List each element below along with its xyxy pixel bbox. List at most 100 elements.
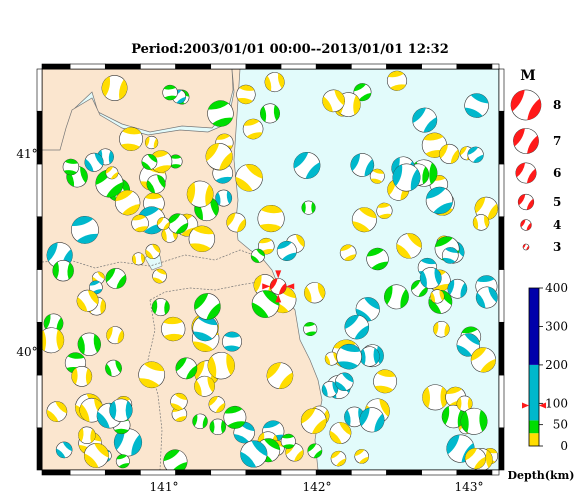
frame-tick-left	[36, 68, 43, 112]
magnitude-legend-label-3: 3	[553, 240, 561, 254]
frame-tick-right	[498, 374, 505, 429]
focal-mechanism	[322, 89, 345, 113]
magnitude-legend: 8 7 6 5 4 3	[510, 89, 561, 254]
focal-mechanism	[419, 267, 442, 289]
focal-mechanism	[240, 440, 268, 468]
focal-mechanism	[329, 422, 352, 444]
focal-mechanism	[170, 392, 188, 411]
focal-mechanism	[464, 447, 487, 470]
frame-tick-bottom	[69, 469, 106, 476]
focal-mechanism	[335, 372, 354, 392]
depth-tick-label-50: 50	[553, 418, 568, 432]
focal-mechanism	[71, 365, 93, 387]
depth-scale-label: Depth(km)	[508, 469, 575, 482]
focal-mechanism	[304, 282, 326, 304]
focal-mechanism	[83, 442, 109, 468]
focal-mechanism	[369, 168, 385, 184]
focal-mechanism	[354, 449, 369, 464]
focal-mechanism	[264, 72, 285, 93]
magnitude-legend-ball-6	[515, 162, 537, 184]
frame-tick-bottom	[456, 469, 493, 476]
focal-mechanism	[78, 426, 96, 445]
magnitude-legend-ball-8	[510, 89, 542, 121]
focal-mechanism	[141, 154, 158, 170]
frame-tick-top	[175, 63, 212, 70]
focal-mechanism	[194, 375, 215, 397]
focal-mechanism	[71, 215, 99, 244]
focal-mechanism	[149, 150, 173, 173]
magnitude-legend-label-6: 6	[553, 166, 561, 180]
depth-scale: 400 300 200 100 50 0	[522, 281, 568, 453]
focal-mechanism	[355, 297, 380, 322]
focal-mechanism	[439, 143, 460, 164]
frame-tick-right	[498, 321, 505, 376]
focal-mechanism	[52, 259, 74, 282]
frame-tick-right	[498, 427, 505, 471]
frame-tick-right	[498, 68, 505, 112]
frame-tick-left	[36, 110, 43, 165]
highlight-layer	[262, 270, 295, 303]
focal-mechanism	[425, 186, 454, 215]
frame-tick-bottom	[245, 469, 282, 476]
depth-tick-label-400: 400	[545, 281, 568, 295]
focal-mechanism	[205, 143, 233, 171]
focal-mechanism	[209, 418, 226, 436]
focal-mechanism	[257, 204, 285, 233]
highlight-marker-left	[262, 283, 271, 290]
frame-tick-bottom	[351, 469, 387, 476]
magnitude-legend-heading: M	[520, 68, 536, 84]
focal-mechanism	[373, 369, 398, 394]
focal-mechanism	[422, 384, 449, 411]
focal-mechanism	[101, 75, 128, 101]
focal-mechanism	[114, 189, 141, 216]
focal-mechanism	[115, 454, 130, 469]
focal-mechanism	[456, 395, 473, 412]
focal-mechanism	[207, 100, 234, 127]
focal-mechanism	[132, 252, 145, 266]
focal-mechanism	[242, 118, 264, 140]
frame-tick-top	[315, 63, 352, 70]
frame-tick-top	[41, 63, 71, 70]
focal-mechanism	[376, 202, 393, 219]
focal-mechanism	[131, 214, 149, 233]
frame-tick-bottom	[140, 469, 176, 476]
focal-mechanism	[144, 135, 159, 150]
earthquake-layer	[38, 70, 499, 474]
depth-tick-label-100: 100	[545, 396, 568, 410]
focal-mechanism	[336, 343, 362, 370]
highlight-marker-right	[286, 283, 295, 290]
focal-mechanism	[175, 357, 198, 380]
depth-band	[529, 433, 539, 446]
frame-tick-top	[210, 63, 247, 70]
focal-mechanism	[441, 247, 459, 264]
frame-tick-bottom	[210, 469, 247, 476]
focal-mechanism	[472, 214, 490, 231]
focal-mechanism	[62, 158, 80, 176]
magnitude-legend-label-4: 4	[553, 218, 561, 232]
focal-mechanism	[470, 347, 496, 373]
focal-mechanism	[168, 154, 183, 169]
focal-mechanism	[460, 407, 488, 435]
focal-mechanism	[162, 84, 178, 101]
focal-mechanism	[250, 248, 265, 263]
focal-mechanism	[359, 346, 380, 367]
magnitude-legend-label-8: 8	[553, 98, 561, 112]
magnitude-legend-ball-3	[522, 243, 530, 251]
frame-tick-bottom	[175, 469, 212, 476]
focal-mechanism	[156, 217, 170, 231]
focal-mechanism	[223, 405, 247, 429]
lat-tick-label-41: 41°	[16, 147, 37, 161]
focal-mechanism	[236, 84, 256, 105]
focal-mechanism	[386, 70, 408, 91]
focal-mechanism	[412, 107, 438, 133]
focal-mechanism	[235, 164, 263, 192]
focal-mechanism	[76, 289, 99, 312]
frame-tick-top	[351, 63, 387, 70]
focal-mechanism	[161, 316, 186, 342]
focal-mechanism	[301, 200, 316, 215]
frame-tick-bottom	[421, 469, 458, 476]
depth-marker-left	[522, 402, 529, 409]
focal-mechanism	[339, 244, 357, 262]
focal-mechanism	[167, 213, 189, 234]
